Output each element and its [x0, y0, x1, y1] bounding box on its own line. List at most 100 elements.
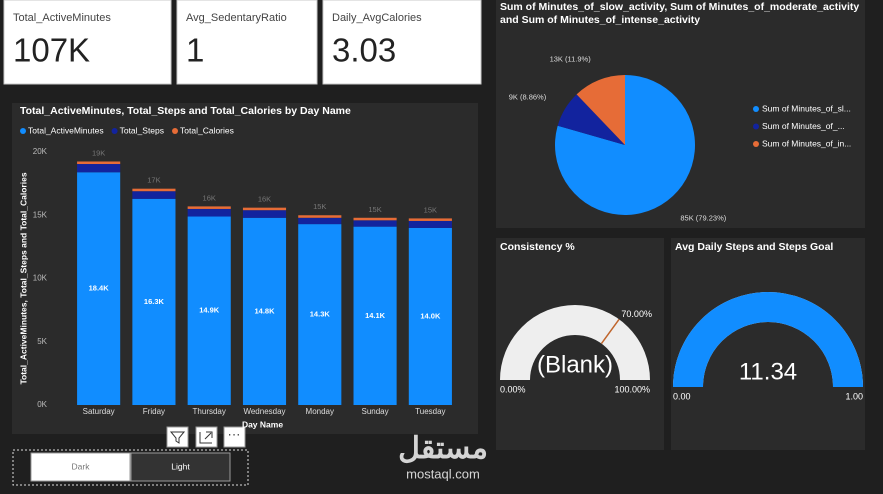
card-value: 3.03 [332, 32, 396, 69]
bar-segment [187, 208, 231, 217]
more-icon[interactable] [223, 426, 246, 448]
bar-segment [77, 164, 121, 173]
y-tick-label: 5K [37, 337, 47, 346]
bar-segment [187, 216, 231, 405]
total-label: 15K [368, 205, 381, 214]
bar-segment [132, 198, 176, 405]
slicer-button[interactable] [30, 452, 131, 482]
value-label: 14.8K [254, 306, 275, 315]
y-axis-label: Total_ActiveMinutes, Total_Steps and Tot… [18, 172, 28, 384]
value-label: 18.4K [89, 284, 110, 293]
card-label: Daily_AvgCalories [332, 12, 422, 24]
x-tick-label: Monday [306, 407, 334, 416]
total-label: 15K [424, 205, 437, 214]
bar-segment [242, 217, 287, 405]
legend-marker [753, 141, 759, 147]
target-label: 70.00% [621, 309, 652, 319]
value-label: 14.9K [199, 306, 220, 315]
slice-label: 85K (79.23%) [680, 213, 726, 222]
watermark-arabic: مستقل [398, 432, 488, 465]
bar-segment [132, 191, 176, 199]
bar-segment [77, 172, 121, 405]
card-value: 1 [186, 32, 204, 69]
legend-marker [172, 128, 179, 134]
card-value: 107K [13, 32, 90, 69]
legend-label: Total_Steps [120, 125, 164, 135]
x-tick-label: Thursday [193, 407, 226, 416]
x-tick-label: Wednesday [243, 407, 285, 416]
gauge-min: 0.00 [673, 391, 691, 401]
gauge-target [600, 318, 620, 345]
legend-label: Total_ActiveMinutes [28, 125, 104, 135]
gauge-fill [673, 292, 863, 388]
slice-label: 9K (8.86%) [509, 92, 547, 101]
legend-marker [753, 123, 759, 130]
x-tick-label: Tuesday [415, 407, 445, 416]
slicer-options: Dark Light [30, 452, 231, 482]
gauge-min: 0.00% [500, 384, 526, 394]
bar-segment [408, 218, 452, 221]
value-label: 14.3K [310, 310, 331, 319]
visual-header: ··· [166, 426, 246, 448]
x-tick-label: Friday [143, 407, 165, 416]
value-label: 14.1K [365, 311, 386, 320]
bar-segment [298, 215, 342, 218]
chart-title: Total_ActiveMinutes, Total_Steps and Tot… [20, 105, 351, 117]
legend-label: Sum of Minutes_of_... [762, 121, 845, 131]
bar-segment [187, 206, 231, 209]
total-label: 19K [92, 148, 105, 157]
y-tick-label: 0K [37, 400, 47, 409]
chart-title: Sum of Minutes_of_slow_activity, Sum of … [500, 1, 860, 26]
legend-marker [20, 128, 26, 134]
total-label: 15K [313, 202, 326, 211]
legend-label: Total_Calories [180, 125, 234, 135]
bar-segment [242, 207, 287, 211]
slicer-label: Dark [72, 461, 91, 471]
card [3, 0, 172, 85]
gauge-value: 11.34 [739, 358, 797, 385]
card [322, 0, 482, 85]
legend-marker [111, 128, 118, 134]
filter-glyph [169, 431, 186, 444]
bar-segment [242, 210, 287, 218]
value-label: 14.0K [420, 311, 441, 320]
x-axis-label: Day Name [242, 419, 283, 429]
bar-segment [408, 220, 452, 228]
slice-label: 13K (11.9%) [550, 55, 592, 64]
y-tick-label: 15K [33, 210, 48, 219]
pie-slice [576, 75, 625, 145]
bar-segment [353, 220, 397, 227]
more-glyph: ··· [228, 426, 241, 441]
watermark-latin: mostaql.com [406, 466, 480, 481]
bar-segment [353, 217, 397, 221]
bar-segment [408, 227, 452, 405]
chart-title: Consistency % [500, 241, 575, 253]
slicer [12, 449, 249, 486]
gauge-max: 100.00% [614, 384, 650, 394]
x-tick-label: Sunday [362, 407, 389, 416]
total-label: 16K [258, 195, 271, 204]
slicer-button[interactable] [130, 452, 231, 482]
slicer-label: Light [171, 461, 190, 471]
bar-segment [132, 188, 176, 192]
total-label: 17K [147, 176, 160, 185]
total-label: 16K [203, 193, 216, 202]
chart-title: Avg Daily Steps and Steps Goal [675, 241, 833, 253]
value-label: 16.3K [144, 297, 165, 306]
legend-marker [753, 106, 759, 112]
gauge-max: 1.00 [845, 391, 863, 401]
y-tick-label: 20K [33, 147, 48, 156]
gauge-track [500, 305, 650, 381]
pie-slice [557, 94, 625, 145]
card-label: Avg_SedentaryRatio [186, 12, 287, 24]
y-tick-label: 10K [33, 274, 48, 283]
focus-glyph [199, 431, 213, 444]
bar-segment [298, 217, 342, 225]
filter-icon[interactable] [166, 426, 189, 448]
bar-segment [77, 161, 121, 165]
bar-segment [298, 224, 342, 405]
bar-segment [353, 226, 397, 405]
x-tick-label: Saturday [83, 407, 115, 416]
